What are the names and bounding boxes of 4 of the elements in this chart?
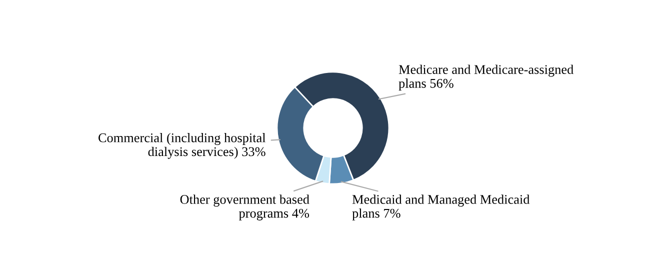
slice-label: Medicaid and Managed Medicaid plans 7% [352, 194, 530, 220]
slice-label: Commercial (including hospital dialysis services) 33% [98, 133, 266, 159]
slice-label: Other government based programs 4% [180, 194, 310, 220]
slice-label: Medicare and Medicare-assigned plans 56% [398, 64, 574, 90]
